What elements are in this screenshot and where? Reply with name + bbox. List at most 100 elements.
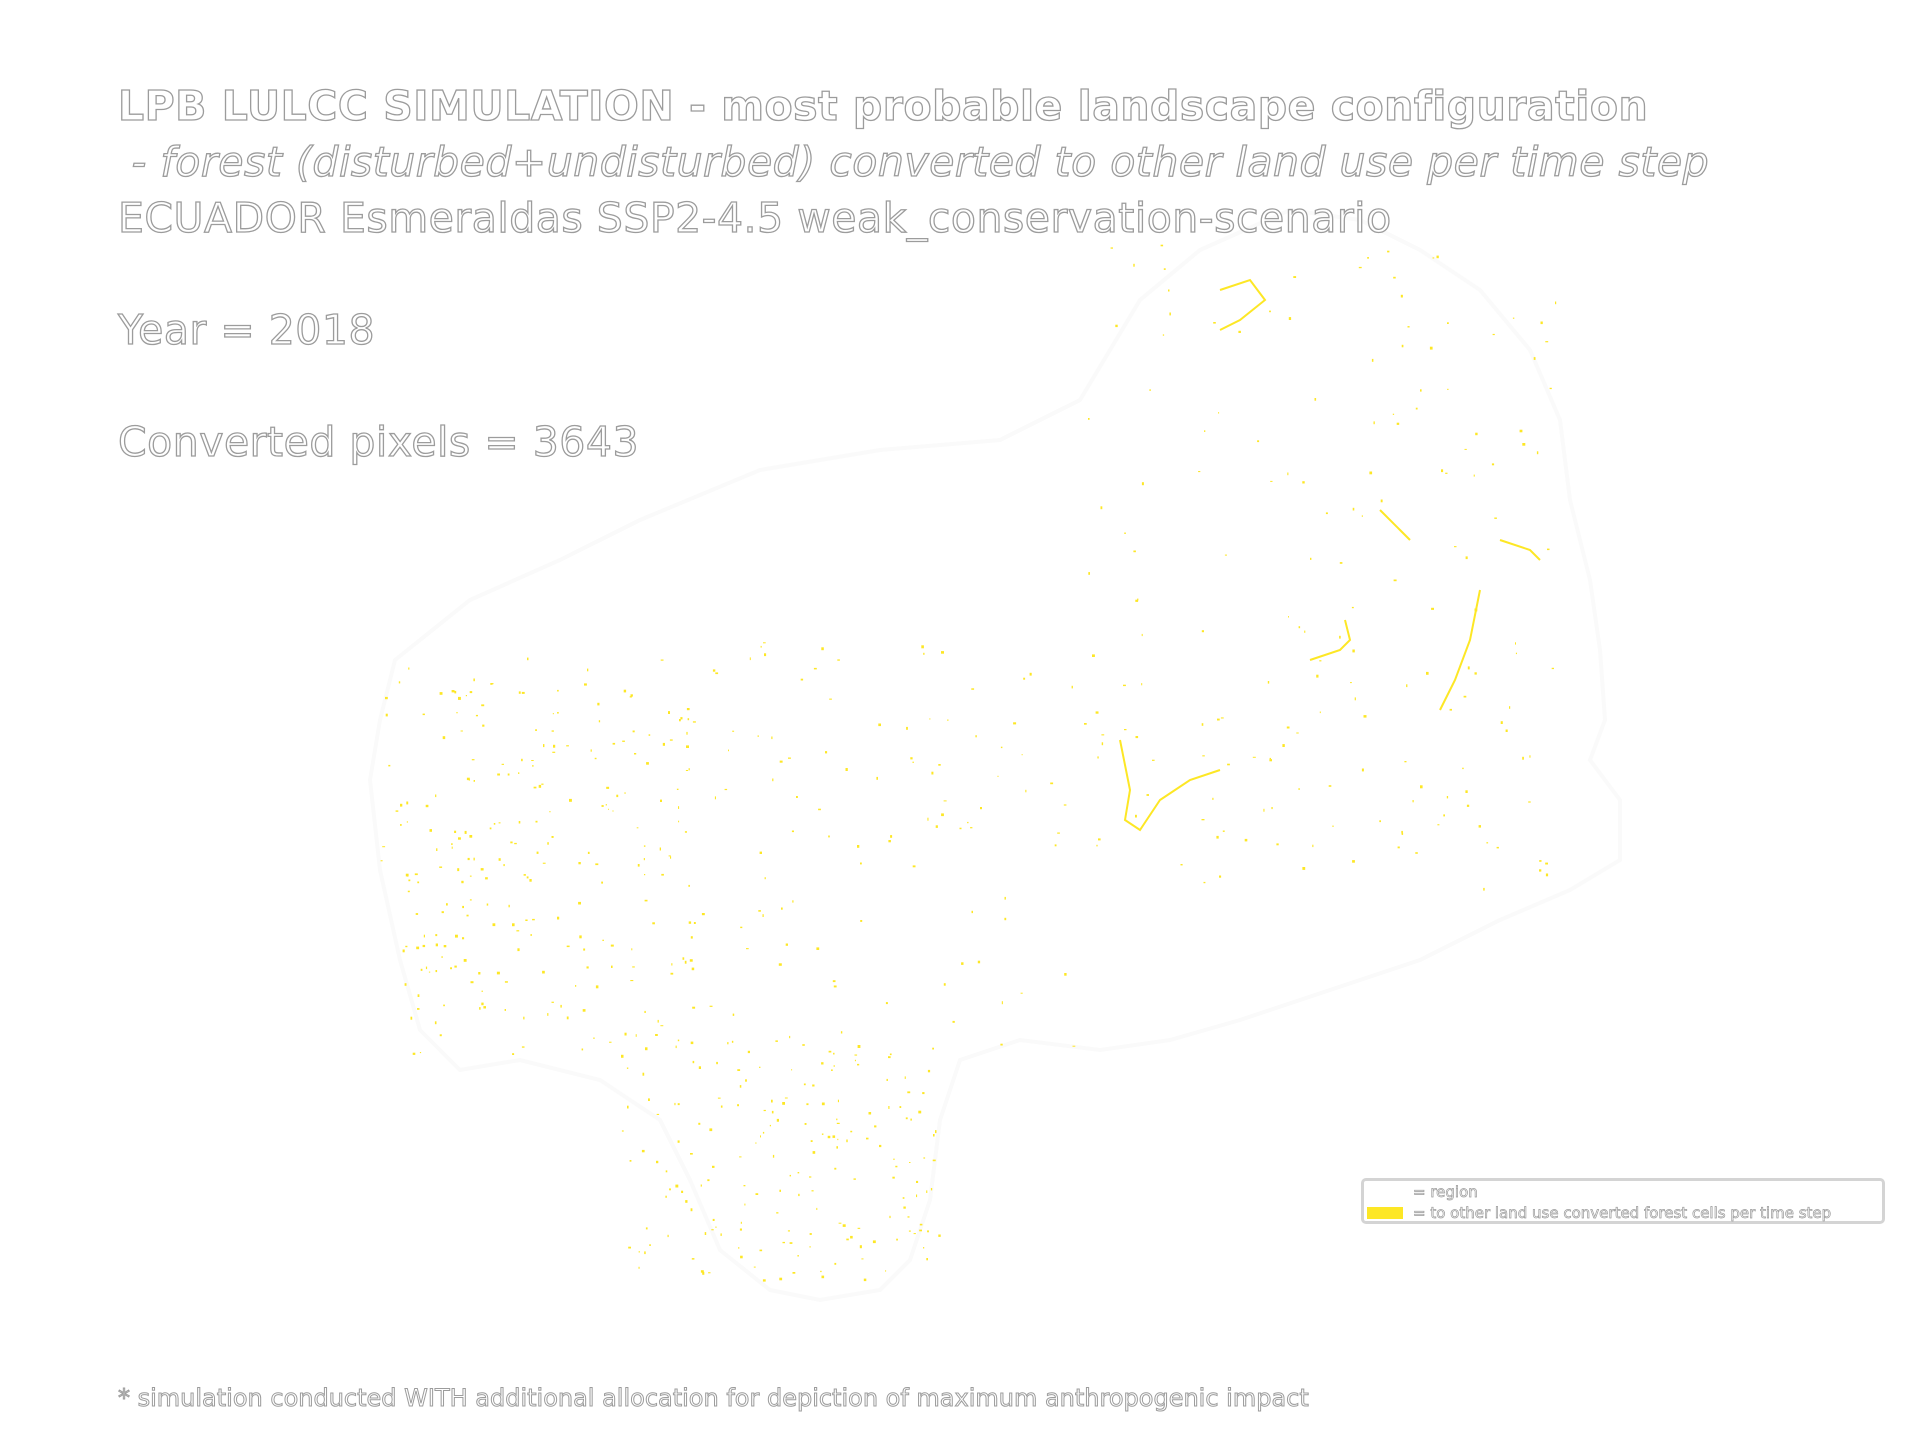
converted-cell (1339, 635, 1341, 639)
converted-cell (1483, 887, 1485, 891)
converted-cell (952, 1020, 955, 1023)
converted-cell (400, 824, 402, 826)
converted-cell (821, 1102, 825, 1106)
converted-cell (612, 742, 616, 745)
converted-cell (566, 745, 569, 747)
converted-cell (899, 1106, 902, 1108)
converted-cell (1437, 824, 1440, 826)
converted-cell (821, 1133, 824, 1135)
converted-cell (816, 1207, 818, 1210)
converted-cell (1020, 992, 1023, 994)
converted-cell (1101, 742, 1104, 746)
converted-cell (1475, 432, 1478, 436)
converted-cell (857, 1227, 861, 1229)
converted-cell (598, 720, 601, 723)
converted-cell (961, 962, 964, 965)
converted-cell (927, 817, 929, 821)
converted-cell (1302, 481, 1305, 484)
converted-cell (597, 702, 600, 706)
converted-cell (587, 668, 589, 672)
converted-cell (810, 1140, 813, 1142)
converted-cell (406, 801, 409, 805)
title-line-2: - forest (disturbed+undisturbed) convert… (118, 137, 1710, 186)
converted-cell (684, 960, 687, 964)
converted-cell (740, 1221, 742, 1224)
converted-cell (492, 923, 496, 927)
converted-cell (412, 1052, 416, 1055)
converted-cell (1404, 761, 1407, 763)
converted-cell (833, 985, 837, 988)
converted-cell (628, 1246, 631, 1249)
converted-cell (784, 1097, 788, 1099)
converted-cell (926, 1258, 928, 1261)
converted-cell (1401, 830, 1403, 834)
converted-cell (498, 858, 501, 861)
converted-cell (776, 1118, 779, 1122)
converted-cell (923, 1247, 925, 1249)
converted-cell (586, 966, 589, 969)
converted-cell (938, 1234, 941, 1237)
converted-cell (469, 899, 472, 901)
converted-cell (1115, 324, 1118, 328)
converted-cell (583, 948, 586, 951)
converted-cell (738, 1247, 740, 1249)
converted-cell (803, 1083, 806, 1086)
converted-cell (636, 827, 639, 829)
converted-cell (542, 862, 546, 864)
converted-cell (1244, 838, 1248, 842)
converted-cell (1486, 842, 1489, 844)
converted-cell (1519, 429, 1523, 433)
converted-cell (690, 1041, 694, 1045)
converted-cell (629, 696, 632, 698)
converted-cell (532, 918, 535, 921)
converted-cell (1361, 768, 1364, 772)
converted-cell (508, 904, 510, 908)
converted-cell (977, 960, 981, 964)
converted-cell (454, 690, 457, 694)
converted-cell (547, 1013, 549, 1016)
converted-cell (837, 1138, 839, 1141)
converted-cell (782, 1241, 785, 1244)
converted-cell (910, 1118, 912, 1121)
converted-cell (578, 862, 581, 865)
converted-cell (689, 959, 693, 962)
converted-cell (845, 768, 848, 771)
converted-cell (789, 1242, 793, 1244)
converted-cell (927, 1230, 929, 1233)
converted-cell (933, 1134, 935, 1137)
converted-cell (737, 1104, 739, 1107)
converted-cell (595, 985, 599, 989)
converted-cell (712, 669, 716, 672)
converted-cell (707, 1179, 710, 1182)
converted-cell (400, 803, 403, 807)
converted-cell (458, 837, 461, 840)
converted-cell (622, 740, 625, 742)
converted-cell (1097, 756, 1099, 759)
converted-cell (595, 863, 599, 866)
converted-cell (821, 647, 824, 651)
converted-cell (1162, 334, 1165, 336)
converted-cell (469, 875, 472, 877)
converted-cell (760, 645, 762, 648)
converted-cell (771, 736, 773, 740)
converted-cell (579, 935, 582, 939)
converted-cell (627, 1105, 629, 1109)
converted-cell (566, 945, 570, 948)
converted-cell (1222, 830, 1225, 832)
converted-cell (645, 1047, 648, 1051)
converted-cell (669, 739, 673, 741)
converted-cell (782, 1102, 785, 1105)
converted-cell (755, 1142, 757, 1144)
converted-cell (1463, 695, 1467, 698)
converted-cell (575, 985, 577, 987)
converted-cell (450, 967, 452, 970)
converted-cell (919, 1223, 923, 1226)
converted-cell-line (1219, 278, 1267, 331)
converted-cell-line (1499, 539, 1541, 561)
converted-cell (490, 683, 493, 685)
converted-cell-line (1309, 619, 1352, 661)
converted-cell (655, 1034, 658, 1036)
converted-cell (590, 749, 592, 752)
converted-cell (667, 1234, 669, 1238)
converted-cell (660, 659, 664, 661)
